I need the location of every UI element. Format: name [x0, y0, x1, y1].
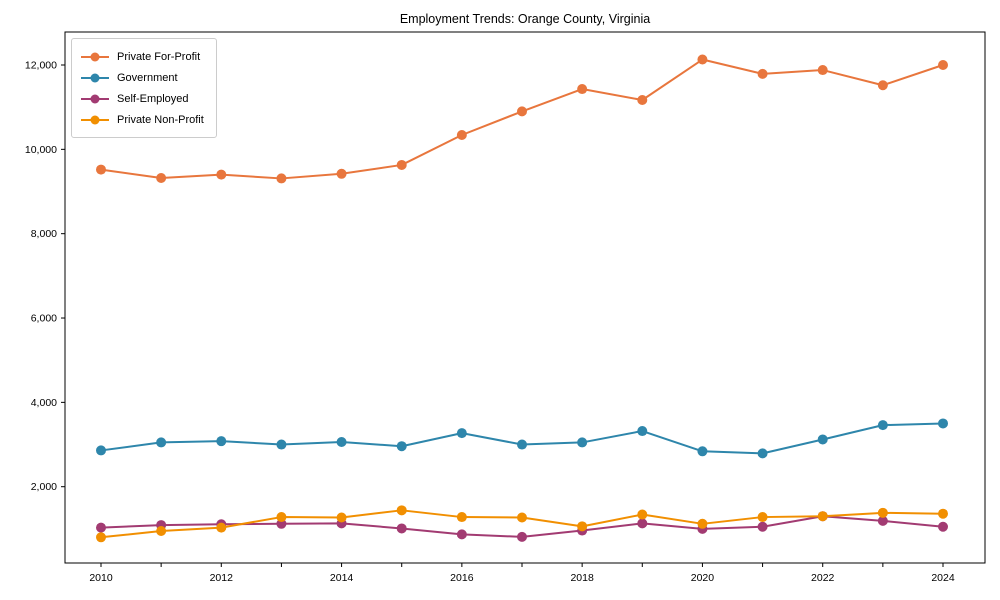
data-point-private-non-profit — [577, 521, 588, 532]
data-point-government — [96, 445, 106, 456]
data-point-self-employed — [637, 518, 648, 529]
data-point-government — [456, 428, 467, 439]
x-axis-tick-label: 2010 — [89, 572, 113, 584]
data-point-government — [216, 436, 227, 447]
data-point-private-for-profit — [938, 60, 948, 70]
x-axis-tick-label: 2014 — [330, 572, 354, 584]
data-point-self-employed — [938, 521, 948, 532]
data-point-government — [336, 436, 347, 447]
x-axis-tick-label: 2024 — [931, 572, 955, 584]
chart-title: Employment Trends: Orange County, Virgin… — [399, 12, 651, 26]
x-axis-tick-label: 2018 — [570, 572, 594, 584]
data-point-government — [276, 439, 287, 450]
data-point-government — [517, 439, 527, 450]
data-point-government — [577, 437, 588, 448]
legend-label: Private For-Profit — [117, 50, 201, 63]
legend-label: Government — [117, 71, 178, 84]
data-point-private-non-profit — [456, 512, 467, 523]
y-axis-tick-label: 4,000 — [31, 397, 57, 409]
data-point-private-for-profit — [637, 95, 648, 106]
data-point-government — [697, 446, 708, 457]
legend-item: Self-Employed — [81, 88, 204, 109]
data-point-government — [396, 441, 407, 452]
legend-marker-icon — [81, 52, 109, 62]
data-point-government — [938, 418, 948, 429]
data-point-private-non-profit — [96, 532, 106, 543]
data-point-private-non-profit — [817, 511, 828, 522]
y-axis-tick-label: 6,000 — [31, 313, 57, 325]
data-point-private-non-profit — [877, 507, 888, 518]
legend-item: Private Non-Profit — [81, 109, 204, 130]
data-point-self-employed — [96, 522, 106, 533]
data-point-self-employed — [456, 529, 467, 540]
data-point-government — [817, 434, 828, 445]
legend-label: Private Non-Profit — [117, 113, 204, 126]
data-point-government — [877, 420, 888, 431]
data-point-private-non-profit — [156, 525, 167, 536]
data-point-private-non-profit — [276, 512, 287, 523]
legend-item: Private For-Profit — [81, 46, 204, 67]
data-point-private-non-profit — [637, 509, 648, 520]
data-point-self-employed — [396, 523, 407, 534]
series-line-private-for-profit — [100, 58, 944, 180]
x-axis-tick-label: 2022 — [811, 572, 835, 584]
data-point-private-for-profit — [276, 173, 287, 184]
data-point-self-employed — [517, 531, 527, 542]
legend: Private For-Profit Government Self-Emplo… — [71, 38, 217, 138]
y-axis-tick-label: 8,000 — [31, 228, 57, 240]
data-point-private-non-profit — [396, 505, 407, 516]
legend-marker-icon — [81, 73, 109, 83]
data-point-private-for-profit — [817, 65, 828, 76]
data-point-private-for-profit — [96, 164, 106, 175]
x-axis-tick-label: 2020 — [691, 572, 715, 584]
data-point-private-for-profit — [156, 173, 167, 184]
data-point-private-for-profit — [517, 106, 527, 117]
legend-item: Government — [81, 67, 204, 88]
data-point-private-for-profit — [697, 54, 708, 65]
data-point-private-non-profit — [757, 512, 768, 523]
data-point-self-employed — [757, 521, 768, 532]
legend-label: Self-Employed — [117, 92, 189, 105]
data-point-private-non-profit — [336, 512, 347, 523]
x-axis-tick-label: 2012 — [210, 572, 234, 584]
legend-marker-icon — [81, 94, 109, 104]
data-point-private-for-profit — [757, 68, 768, 79]
y-axis-tick-label: 10,000 — [25, 144, 57, 156]
legend-marker-icon — [81, 115, 109, 125]
data-point-government — [156, 437, 167, 448]
y-axis-tick-label: 12,000 — [25, 60, 57, 72]
data-point-private-non-profit — [216, 522, 227, 533]
data-point-private-for-profit — [396, 159, 407, 170]
data-point-private-non-profit — [938, 508, 948, 519]
data-point-government — [637, 426, 648, 437]
data-point-private-for-profit — [336, 168, 347, 179]
data-point-private-for-profit — [877, 80, 888, 91]
data-point-private-for-profit — [456, 130, 467, 141]
data-point-private-non-profit — [697, 518, 708, 529]
y-axis-tick-label: 2,000 — [31, 481, 57, 493]
data-point-private-non-profit — [517, 512, 527, 523]
axes-border — [64, 31, 986, 564]
data-point-private-for-profit — [216, 169, 227, 180]
data-point-private-for-profit — [577, 84, 588, 95]
data-point-self-employed — [877, 515, 888, 526]
x-axis-tick-label: 2016 — [450, 572, 474, 584]
data-point-government — [757, 448, 768, 459]
